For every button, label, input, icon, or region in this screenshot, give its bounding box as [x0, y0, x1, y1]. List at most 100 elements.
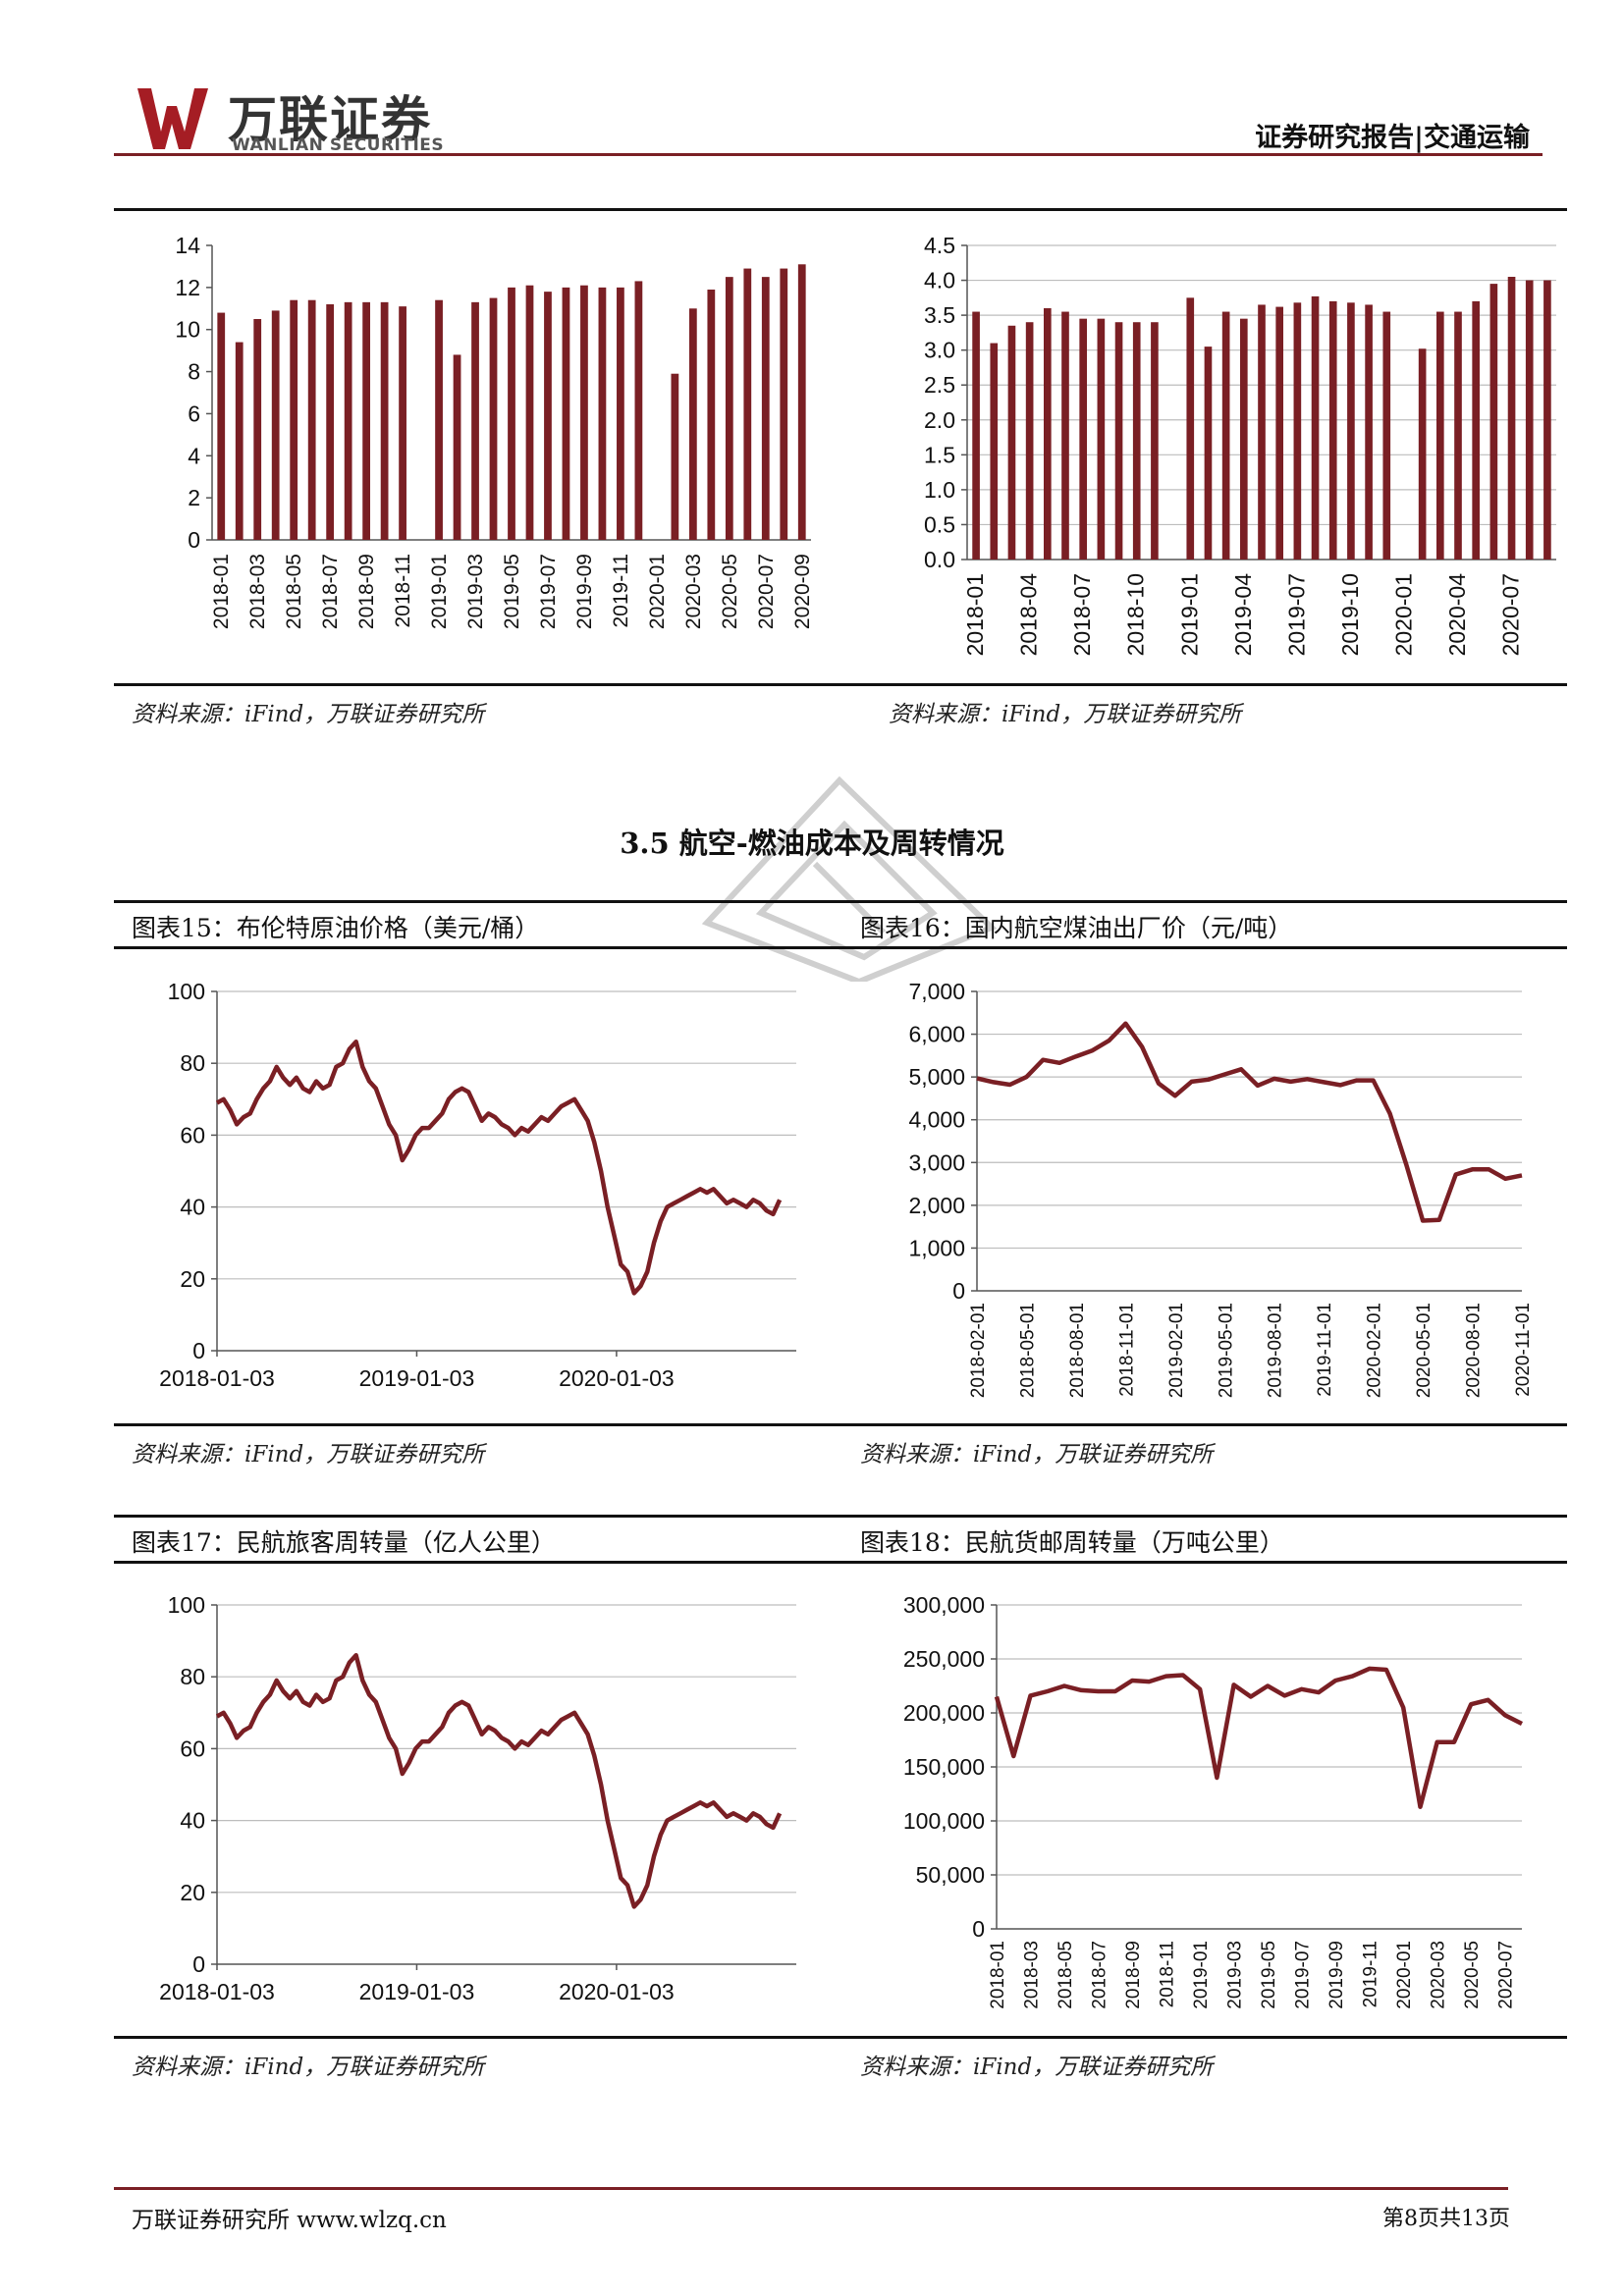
x-tick-label: 2019-05-01: [1216, 1303, 1236, 1398]
bar: [1543, 280, 1551, 560]
y-tick-label: 0: [952, 1278, 965, 1304]
y-tick-label: 2: [188, 485, 200, 510]
x-tick-label: 2018-01: [962, 573, 988, 656]
x-tick-label: 2019-01: [1191, 1941, 1212, 2009]
bar: [743, 268, 752, 540]
top-rule: [114, 208, 1567, 211]
brand-logo-mark: [137, 88, 224, 153]
x-tick-label: 2019-09: [573, 554, 596, 629]
y-tick-label: 20: [180, 1880, 205, 1905]
source-note-1: 资料来源：iFind，万联证券研究所: [132, 702, 485, 727]
bar: [544, 292, 552, 540]
bar: [1472, 300, 1480, 560]
y-tick-label: 20: [180, 1266, 205, 1292]
y-tick-label: 1.5: [924, 442, 955, 467]
y-tick-label: 4: [188, 443, 200, 468]
x-tick-label: 2018-09: [355, 554, 378, 629]
bar: [1132, 322, 1141, 560]
series-line: [215, 1652, 783, 1909]
bar: [1436, 311, 1444, 560]
bar: [671, 373, 679, 540]
x-tick-label: 2019-05: [501, 554, 523, 629]
x-tick-label: 2020-04: [1444, 573, 1470, 657]
x-tick-label: 2019-10: [1337, 573, 1363, 656]
x-tick-label: 2018-01: [988, 1941, 1008, 2009]
bar: [1044, 308, 1052, 560]
figure-15-title: 图表15：布伦特原油价格（美元/桶）: [132, 914, 540, 942]
bar: [562, 287, 570, 540]
bar: [1186, 297, 1195, 560]
footer-publisher: 万联证券研究所 www.wlzq.cn: [132, 2208, 447, 2233]
x-tick-label: 2018-07: [1069, 573, 1095, 656]
report-category: 证券研究报告|交通运输: [1255, 123, 1530, 153]
y-tick-label: 200,000: [903, 1700, 985, 1726]
fig-rule-row2: [114, 900, 1567, 903]
bar: [508, 287, 515, 540]
bar: [1454, 311, 1462, 560]
bar: [399, 306, 406, 540]
y-tick-label: 0.5: [924, 511, 955, 537]
brand-name-cn: 万联证券: [228, 91, 432, 148]
x-tick-label: 2020-01-03: [559, 1979, 675, 2004]
y-tick-label: 300,000: [903, 1592, 985, 1618]
x-tick-label: 2018-03: [1022, 1941, 1043, 2009]
bar: [634, 281, 643, 540]
watermark-outline: [701, 775, 998, 982]
bar: [990, 343, 999, 560]
y-tick-label: 3,000: [908, 1149, 965, 1175]
bar: [1293, 302, 1302, 560]
footer-divider: [114, 2187, 1508, 2190]
y-tick-label: 4.5: [924, 233, 955, 258]
y-tick-label: 4.0: [924, 268, 955, 294]
bar: [1221, 311, 1230, 560]
x-tick-label: 2019-03: [464, 554, 487, 629]
x-tick-label: 2019-02-01: [1166, 1303, 1187, 1398]
bar: [1114, 322, 1123, 560]
chart-1: 0 2 4 6 8 10 12 14 2018-01 2018-03 2018-05 2018-07 2…: [175, 233, 814, 629]
source-note-5: 资料来源：iFind，万联证券研究所: [132, 2055, 485, 2080]
x-tick-label: 2018-10: [1123, 573, 1149, 656]
x-tick-label: 2020-01: [646, 554, 669, 629]
x-tick-label: 2018-05-01: [1017, 1303, 1038, 1398]
y-tick-label: 80: [180, 1664, 205, 1689]
x-tick-label: 2019-05: [1259, 1941, 1279, 2009]
chart-3: 0 20 40 60 80 100 2018-01-03 2019-01-03 2020-01-…: [159, 979, 796, 1391]
x-tick-label: 2020-01: [1390, 573, 1416, 656]
x-tick-label: 2020-07: [755, 554, 778, 629]
y-tick-label: 6: [188, 400, 200, 426]
bar: [1061, 311, 1069, 560]
x-tick-label: 2020-03: [682, 554, 705, 629]
x-tick-label: 2018-01-03: [159, 1365, 275, 1391]
x-tick-label: 2018-11: [392, 554, 414, 628]
x-tick-label: 2020-11-01: [1513, 1303, 1534, 1397]
y-tick-label: 50,000: [916, 1862, 985, 1888]
y-tick-label: 60: [180, 1735, 205, 1761]
x-tick-label: 2019-03: [1225, 1941, 1246, 2009]
x-tick-label: 2019-01: [1176, 573, 1202, 656]
x-tick-label: 2020-09: [791, 554, 814, 629]
bar: [1365, 304, 1373, 560]
y-tick-label: 250,000: [903, 1646, 985, 1672]
bar: [1097, 318, 1106, 560]
fig-rule-row2-b: [114, 946, 1567, 949]
y-tick-label: 1.0: [924, 477, 955, 503]
page-number: 第8页共13页: [1382, 2207, 1510, 2231]
bar: [525, 285, 534, 540]
bar: [1204, 347, 1213, 560]
x-tick-label: 2020-03: [1429, 1941, 1449, 2009]
x-tick-label: 2018-07: [319, 554, 342, 629]
y-tick-label: 150,000: [903, 1754, 985, 1780]
bar: [1311, 295, 1320, 560]
x-tick-label: 2018-07: [1090, 1941, 1110, 2009]
x-tick-label: 2019-07: [537, 554, 560, 629]
y-tick-label: 3.5: [924, 302, 955, 328]
y-tick-label: 6,000: [908, 1022, 965, 1047]
bar: [253, 319, 262, 540]
bar: [362, 301, 371, 540]
bar: [271, 310, 280, 540]
bar: [1507, 277, 1516, 560]
x-tick-label: 2020-05: [719, 554, 741, 629]
chart-4: 0 1,000 2,000 3,000 4,000 5,000 6,000 7,000 2018…: [908, 979, 1534, 1398]
bar: [688, 308, 697, 540]
x-tick-label: 2019-11-01: [1315, 1303, 1335, 1397]
